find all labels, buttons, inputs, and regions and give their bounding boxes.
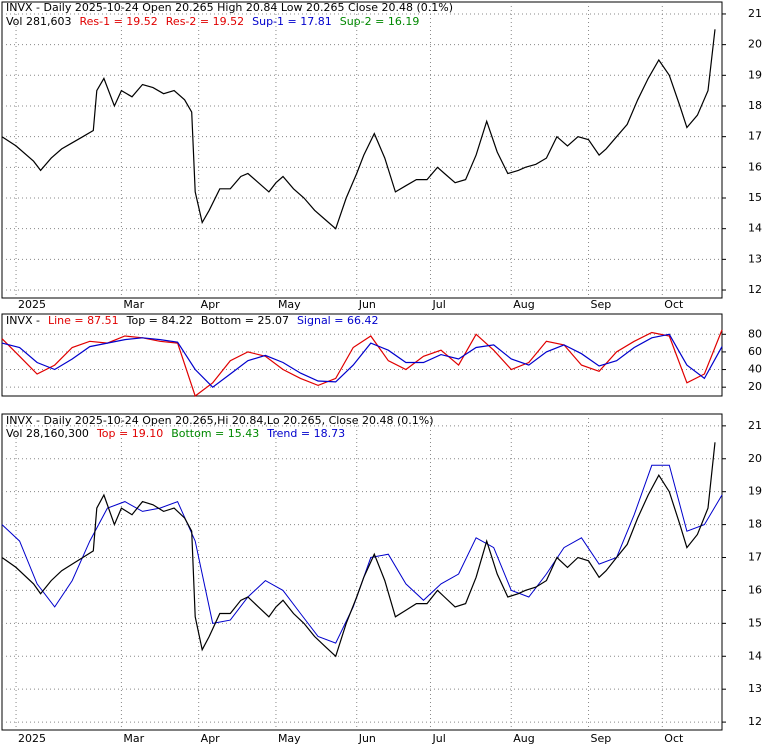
y-tick-label: 40 bbox=[748, 363, 762, 376]
y-tick-label: 21 bbox=[748, 419, 762, 432]
x-tick-label: Apr bbox=[201, 732, 221, 745]
header-value: Sup-1 = 17.81 bbox=[252, 15, 332, 28]
y-tick-label: 18 bbox=[748, 518, 762, 531]
panel-header: INVX - Daily 2025-10-24 Open 20.265 High… bbox=[6, 1, 453, 14]
x-tick-label: Mar bbox=[123, 298, 144, 311]
x-tick-label: 2025 bbox=[18, 732, 46, 745]
y-tick-label: 18 bbox=[748, 99, 762, 112]
series-line bbox=[1, 333, 723, 388]
y-tick-label: 20 bbox=[748, 452, 762, 465]
x-tick-label: Jul bbox=[431, 732, 445, 745]
x-tick-label: May bbox=[278, 732, 301, 745]
y-tick-label: 14 bbox=[748, 222, 762, 235]
panel-header: Vol 28,160,300 Top = 19.10 Bottom = 15.43 T… bbox=[6, 427, 345, 440]
header-value: Top = 19.10 bbox=[96, 427, 163, 440]
y-tick-label: 17 bbox=[748, 551, 762, 564]
header-title: INVX - bbox=[6, 314, 40, 327]
y-tick-label: 12 bbox=[748, 283, 762, 296]
y-tick-label: 13 bbox=[748, 252, 762, 265]
x-tick-label: Aug bbox=[513, 298, 534, 311]
x-tick-label: Oct bbox=[664, 732, 684, 745]
header-value: Trend = 18.73 bbox=[266, 427, 345, 440]
y-tick-label: 19 bbox=[748, 485, 762, 498]
y-tick-label: 14 bbox=[748, 649, 762, 662]
header-value: Res-1 = 19.52 bbox=[79, 15, 157, 28]
header-value: Top = 84.22 bbox=[126, 314, 193, 327]
x-tick-label: Aug bbox=[513, 732, 534, 745]
panel-header: INVX - Daily 2025-10-24 Open 20.265,Hi 2… bbox=[6, 414, 434, 427]
y-tick-label: 60 bbox=[748, 345, 762, 358]
header-value: Bottom = 15.43 bbox=[171, 427, 259, 440]
y-tick-label: 21 bbox=[748, 7, 762, 20]
y-tick-label: 17 bbox=[748, 130, 762, 143]
header-value: Line = 87.51 bbox=[48, 314, 119, 327]
header-title: INVX - Daily 2025-10-24 Open 20.265,Hi 2… bbox=[6, 414, 434, 427]
panel-header: Vol 281,603 Res-1 = 19.52 Res-2 = 19.52 Sup… bbox=[6, 15, 419, 28]
y-tick-label: 80 bbox=[748, 327, 762, 340]
y-tick-label: 19 bbox=[748, 68, 762, 81]
panel-frame bbox=[1, 313, 723, 397]
x-tick-label: Jul bbox=[431, 298, 445, 311]
header-value: Signal = 66.42 bbox=[297, 314, 379, 327]
y-tick-label: 15 bbox=[748, 191, 762, 204]
y-tick-label: 16 bbox=[748, 160, 762, 173]
header-value: Bottom = 25.07 bbox=[201, 314, 289, 327]
panel-header: INVX - Line = 87.51 Top = 84.22 Bottom = 25… bbox=[6, 314, 378, 327]
panel-frame bbox=[1, 413, 723, 731]
x-tick-label: Jun bbox=[358, 732, 376, 745]
y-tick-label: 15 bbox=[748, 616, 762, 629]
header-value: Vol 281,603 bbox=[6, 15, 71, 28]
x-tick-label: Sep bbox=[591, 298, 612, 311]
x-tick-label: Apr bbox=[201, 298, 221, 311]
x-tick-label: 2025 bbox=[18, 298, 46, 311]
series-line bbox=[1, 442, 716, 658]
y-tick-label: 20 bbox=[748, 38, 762, 51]
x-tick-label: Mar bbox=[123, 732, 144, 745]
header-title: INVX - Daily 2025-10-24 Open 20.265 High… bbox=[6, 1, 453, 14]
x-tick-label: Jun bbox=[358, 298, 376, 311]
series-line bbox=[1, 329, 723, 397]
header-value: Sup-2 = 16.19 bbox=[340, 15, 420, 28]
panel-frame bbox=[1, 1, 723, 299]
x-tick-label: Oct bbox=[664, 298, 684, 311]
y-tick-label: 16 bbox=[748, 583, 762, 596]
x-tick-label: Sep bbox=[591, 732, 612, 745]
header-value: Res-2 = 19.52 bbox=[166, 15, 244, 28]
series-line bbox=[1, 29, 716, 230]
x-tick-label: May bbox=[278, 298, 301, 311]
header-value: Vol 28,160,300 bbox=[6, 427, 89, 440]
y-tick-label: 12 bbox=[748, 715, 762, 728]
y-tick-label: 13 bbox=[748, 682, 762, 695]
y-tick-label: 20 bbox=[748, 380, 762, 393]
